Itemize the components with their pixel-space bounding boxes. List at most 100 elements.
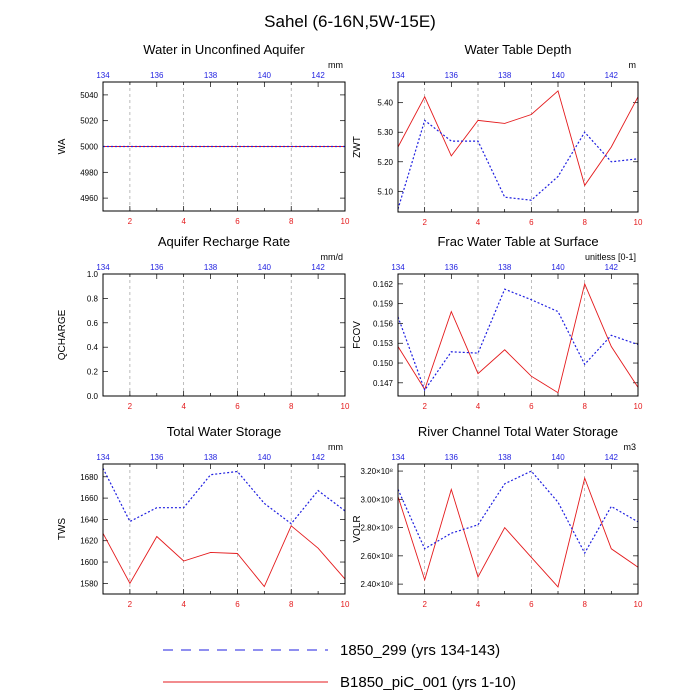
x-tick-label: 4 bbox=[476, 218, 481, 227]
panel-tws: Total Water Storage mm TWS 2 4 6 8 10 134 136 138 1… bbox=[57, 424, 350, 609]
y-tick-label: 0.2 bbox=[87, 368, 99, 377]
top-tick-label: 134 bbox=[96, 453, 110, 462]
top-tick-label: 140 bbox=[551, 71, 565, 80]
y-tick-label: 5040 bbox=[80, 91, 98, 100]
y-tick-label: 4980 bbox=[80, 168, 98, 177]
top-tick-label: 134 bbox=[96, 71, 110, 80]
top-tick-label: 138 bbox=[204, 453, 218, 462]
x-tick-label: 6 bbox=[529, 402, 534, 411]
plot-frame bbox=[102, 273, 346, 397]
plot-frame bbox=[397, 463, 639, 595]
top-tick-label: 142 bbox=[311, 71, 325, 80]
x-tick-label: 10 bbox=[634, 600, 643, 609]
x-tick-label: 4 bbox=[476, 600, 481, 609]
panel-qcharge: Aquifer Recharge Rate mm/d QCHARGE 2 4 6 8 10 13… bbox=[57, 234, 350, 411]
top-tick-label: 134 bbox=[96, 263, 110, 272]
legend-label-1850-299: 1850_299 (yrs 134-143) bbox=[340, 642, 500, 659]
top-tick-label: 142 bbox=[605, 453, 619, 462]
y-tick-label: 1620 bbox=[80, 537, 98, 546]
x-tick-label: 8 bbox=[289, 217, 294, 226]
top-tick-label: 140 bbox=[551, 263, 565, 272]
x-tick-label: 6 bbox=[529, 218, 534, 227]
y-tick-label: 0.6 bbox=[87, 319, 99, 328]
top-tick-label: 140 bbox=[258, 263, 272, 272]
top-tick-label: 136 bbox=[445, 263, 459, 272]
panel-title: River Channel Total Water Storage bbox=[418, 424, 618, 439]
top-tick-label: 138 bbox=[498, 71, 512, 80]
units-label: mm bbox=[328, 60, 343, 70]
series-line-b1850-picontrol bbox=[397, 476, 639, 588]
plot-frame bbox=[102, 81, 346, 212]
y-tick-label: 3.00×10⁸ bbox=[360, 495, 393, 504]
y-tick-label: 5000 bbox=[80, 143, 98, 152]
x-tick-label: 10 bbox=[341, 600, 350, 609]
x-tick-label: 10 bbox=[634, 402, 643, 411]
units-label: m3 bbox=[623, 442, 636, 452]
y-tick-label: 4960 bbox=[80, 194, 98, 203]
series-line-1850-299 bbox=[102, 468, 346, 525]
y-tick-label: 5020 bbox=[80, 117, 98, 126]
y-tick-label: 1.0 bbox=[87, 270, 99, 279]
panel-title: Water Table Depth bbox=[465, 42, 572, 57]
panel-title: Water in Unconfined Aquifer bbox=[143, 42, 305, 57]
x-tick-label: 2 bbox=[422, 402, 427, 411]
y-tick-label: 5.30 bbox=[377, 128, 393, 137]
top-tick-label: 142 bbox=[605, 71, 619, 80]
y-tick-label: 2.80×10⁸ bbox=[360, 524, 393, 533]
top-tick-label: 136 bbox=[445, 453, 459, 462]
units-label: mm bbox=[328, 442, 343, 452]
x-tick-label: 8 bbox=[582, 600, 587, 609]
y-tick-label: 0.156 bbox=[373, 319, 394, 328]
top-tick-label: 134 bbox=[391, 453, 405, 462]
y-axis-label: FCOV bbox=[352, 321, 363, 349]
series-line-1850-299 bbox=[397, 119, 639, 210]
y-tick-label: 0.147 bbox=[373, 379, 394, 388]
y-tick-label: 2.40×10⁸ bbox=[360, 580, 393, 589]
units-label: m bbox=[629, 60, 637, 70]
y-tick-label: 5.10 bbox=[377, 187, 393, 196]
series-line-1850-299 bbox=[397, 470, 639, 555]
x-tick-label: 4 bbox=[476, 402, 481, 411]
top-tick-label: 134 bbox=[391, 71, 405, 80]
units-label: unitless [0-1] bbox=[585, 252, 636, 262]
y-tick-label: 1660 bbox=[80, 494, 98, 503]
panel-volr: River Channel Total Water Storagem3VOLR2… bbox=[352, 424, 643, 609]
panel-wa: Water in Unconfined Aquifer mm WA 2 4 6 8 10 134… bbox=[57, 42, 350, 226]
top-tick-label: 142 bbox=[311, 453, 325, 462]
x-tick-label: 8 bbox=[289, 402, 294, 411]
x-tick-label: 6 bbox=[529, 600, 534, 609]
x-tick-label: 8 bbox=[582, 218, 587, 227]
top-tick-label: 136 bbox=[150, 453, 164, 462]
x-tick-label: 4 bbox=[181, 402, 186, 411]
x-tick-label: 8 bbox=[289, 600, 294, 609]
y-tick-label: 0.150 bbox=[373, 359, 394, 368]
panel-title: Total Water Storage bbox=[167, 424, 281, 439]
plot-frame bbox=[397, 273, 639, 397]
x-tick-label: 2 bbox=[128, 217, 133, 226]
plot-frame bbox=[102, 463, 346, 595]
figure-title: Sahel (6-16N,5W-15E) bbox=[264, 12, 436, 31]
x-tick-label: 4 bbox=[181, 600, 186, 609]
y-tick-label: 5.20 bbox=[377, 158, 393, 167]
x-tick-label: 6 bbox=[235, 217, 240, 226]
series-line-b1850-picontrol bbox=[397, 90, 639, 187]
x-tick-label: 6 bbox=[235, 402, 240, 411]
top-tick-label: 138 bbox=[498, 263, 512, 272]
y-tick-label: 0.162 bbox=[373, 280, 394, 289]
y-tick-label: 5.40 bbox=[377, 99, 393, 108]
panel-title: Aquifer Recharge Rate bbox=[158, 234, 290, 249]
y-axis-label: TWS bbox=[57, 518, 68, 541]
y-tick-label: 3.20×10⁸ bbox=[360, 467, 393, 476]
top-tick-label: 138 bbox=[204, 71, 218, 80]
y-axis-label: ZWT bbox=[352, 136, 363, 158]
y-tick-label: 0.159 bbox=[373, 300, 394, 309]
y-axis-label: WA bbox=[57, 138, 68, 154]
top-tick-label: 140 bbox=[551, 453, 565, 462]
series-line-b1850-picontrol bbox=[397, 282, 639, 394]
y-tick-label: 2.60×10⁸ bbox=[360, 552, 393, 561]
top-tick-label: 138 bbox=[204, 263, 218, 272]
x-tick-label: 6 bbox=[235, 600, 240, 609]
panel-title: Frac Water Table at Surface bbox=[437, 234, 598, 249]
x-tick-label: 10 bbox=[634, 218, 643, 227]
x-tick-label: 2 bbox=[422, 600, 427, 609]
